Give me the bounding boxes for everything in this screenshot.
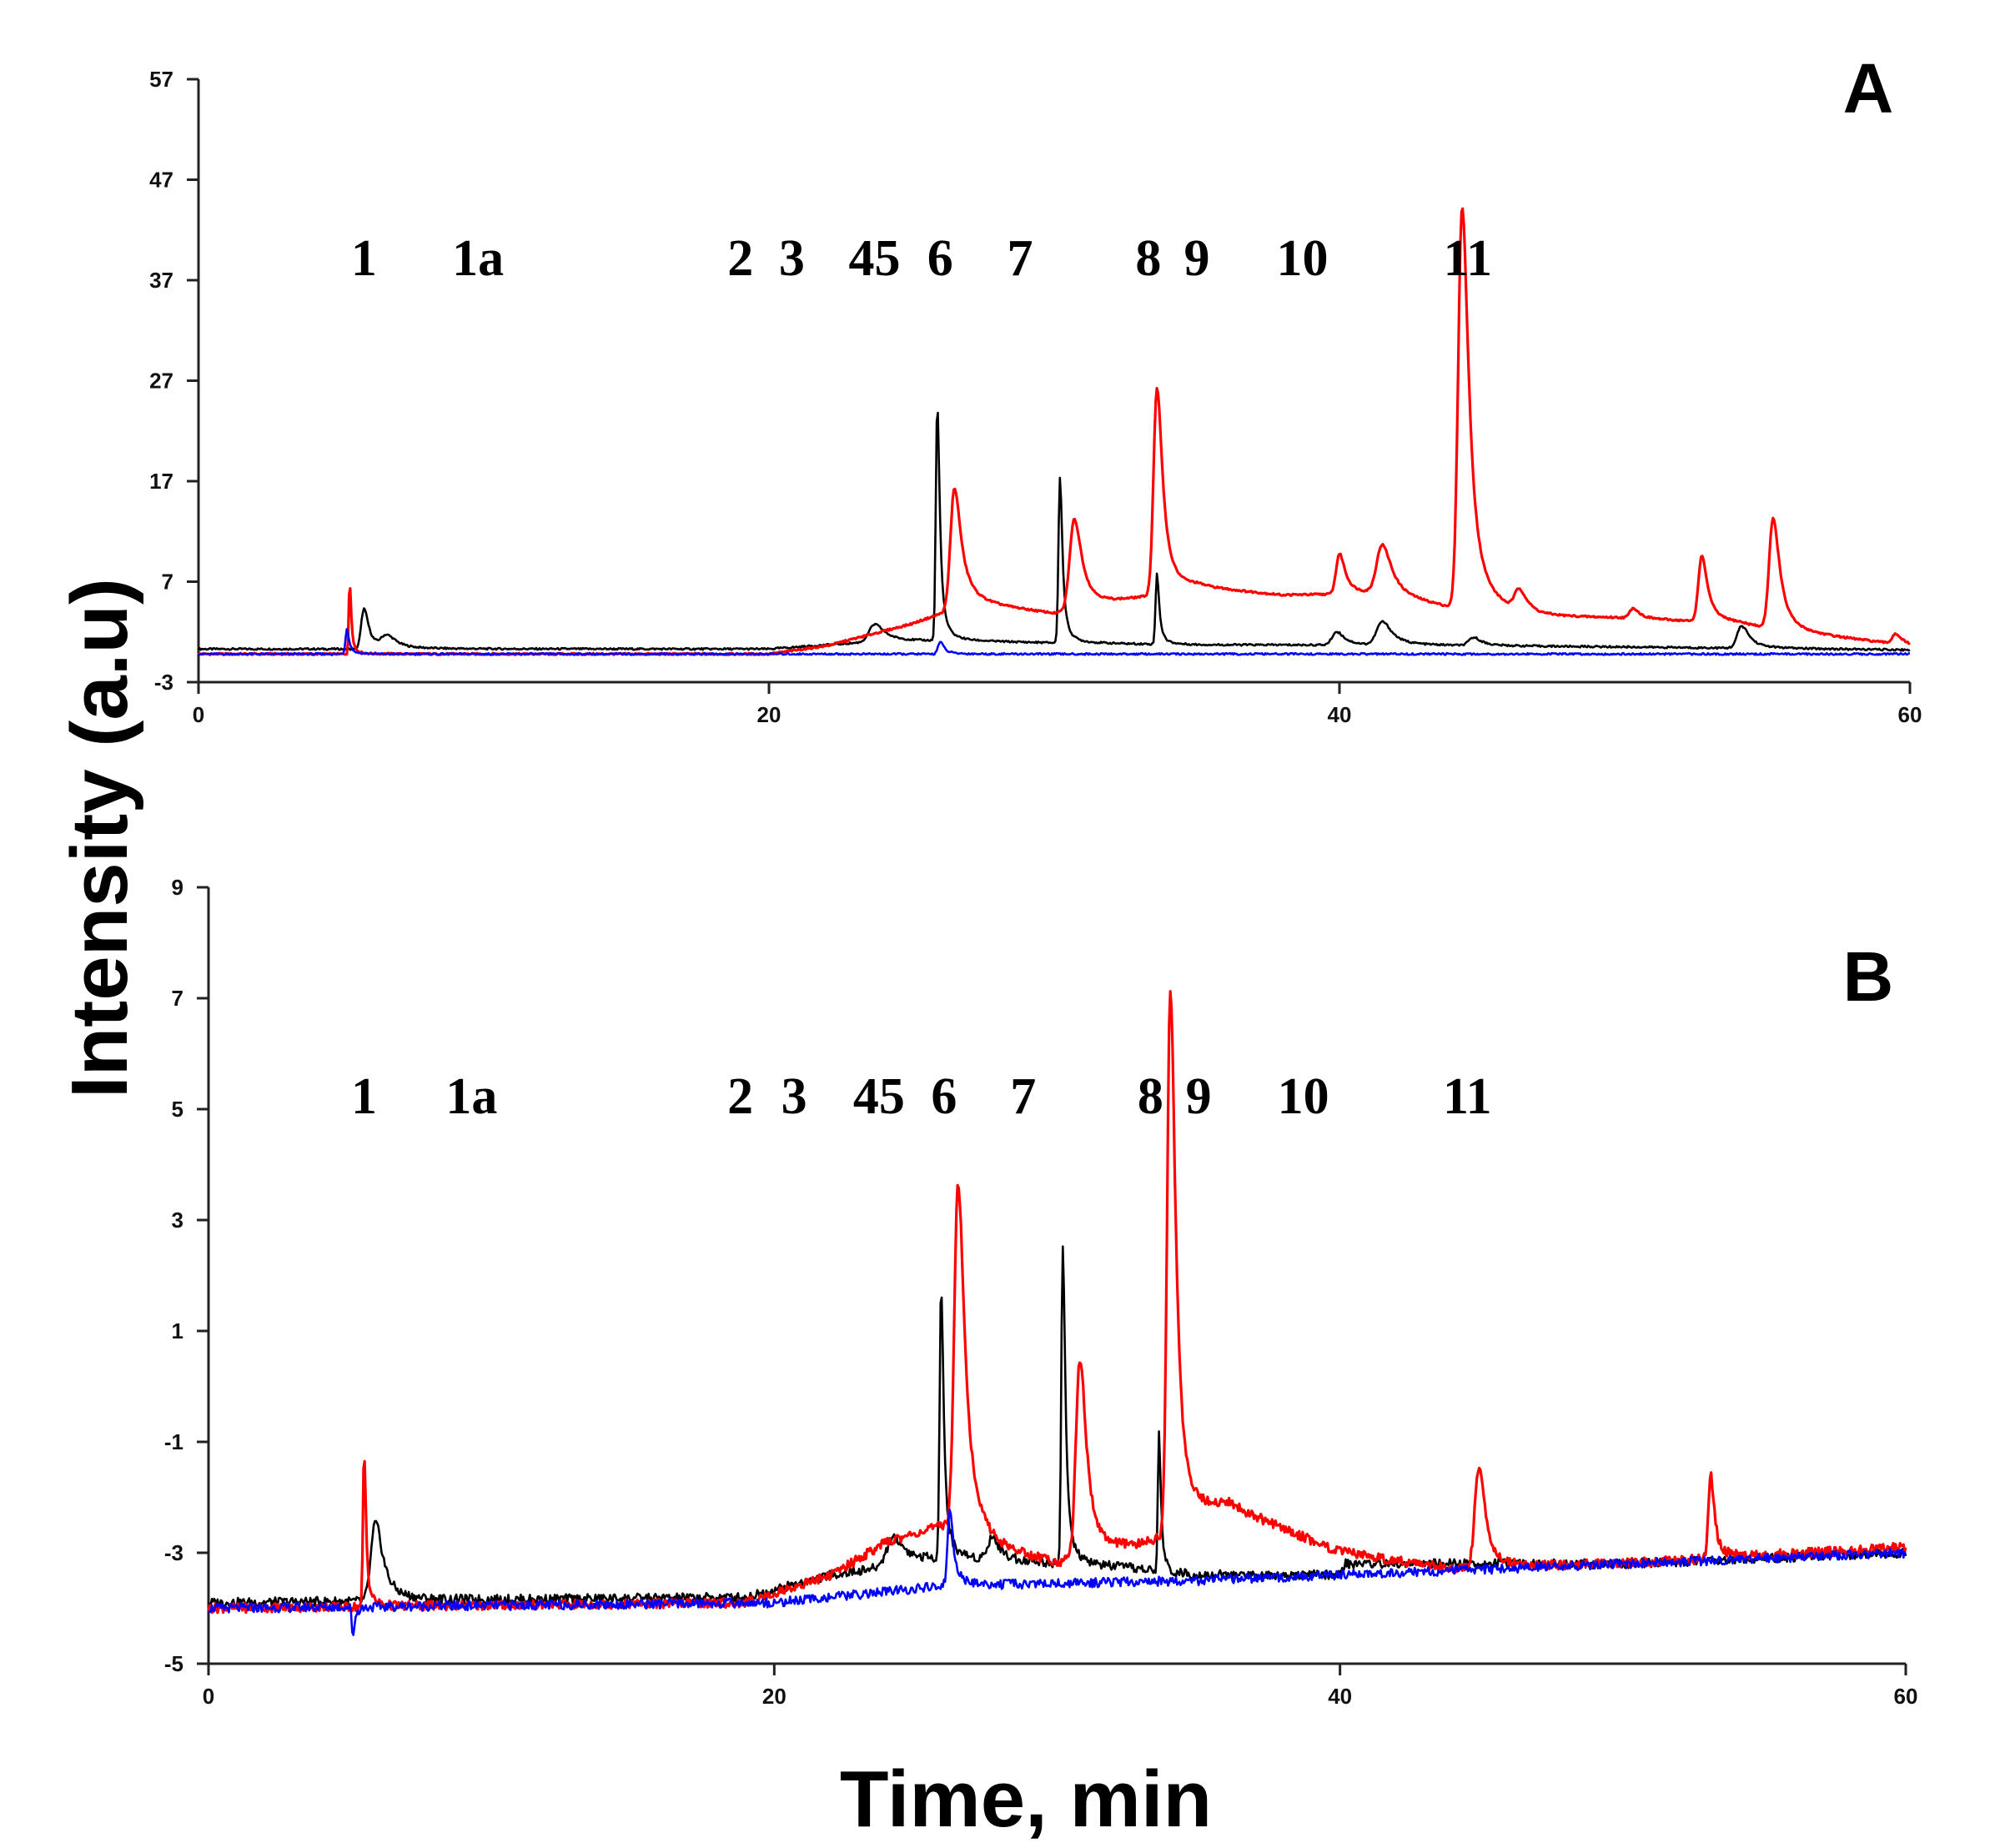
y-axis-title: Intensity (a.u) <box>55 578 144 1098</box>
peak-label: 3 <box>779 230 805 287</box>
panel-a-peak-labels: 1 1a 2 3 45 6 7 8 9 10 11 <box>351 230 1492 287</box>
panel-b-ticks: -5 -3 -1 1 3 5 7 9 0 20 40 60 <box>164 875 1918 1709</box>
panel-a-letter: A <box>1843 49 1894 128</box>
peak-label: 8 <box>1135 230 1161 287</box>
peak-label: 2 <box>727 1068 753 1125</box>
y-tick-label: 7 <box>162 570 173 595</box>
x-axis-title: Time, min <box>840 1755 1212 1844</box>
y-tick-label: -3 <box>164 1540 183 1565</box>
panel-b-letter: B <box>1843 937 1894 1016</box>
panel-b-peak-labels: 1 1a 2 3 45 6 7 8 9 10 11 <box>351 1068 1492 1125</box>
peak-label: 10 <box>1278 1068 1329 1125</box>
peak-label: 11 <box>1444 230 1493 287</box>
y-tick-label: 1 <box>172 1318 183 1343</box>
panel-a-series <box>197 207 1911 656</box>
peak-label: 7 <box>1010 1068 1036 1125</box>
y-tick-label: 17 <box>149 469 173 494</box>
x-tick-label: 20 <box>762 1684 786 1709</box>
peak-label: 45 <box>849 230 901 287</box>
x-tick-label: 60 <box>1898 702 1922 727</box>
y-tick-label: 3 <box>172 1208 183 1233</box>
y-tick-label: 27 <box>149 369 173 394</box>
y-tick-label: 37 <box>149 268 173 293</box>
peak-label: 9 <box>1184 230 1210 287</box>
peak-label: 2 <box>727 230 753 287</box>
y-tick-label: 7 <box>172 986 183 1011</box>
peak-label: 6 <box>927 230 953 287</box>
series-blue-trace <box>198 628 1911 656</box>
x-tick-label: 40 <box>1328 1684 1352 1709</box>
x-tick-label: 60 <box>1894 1684 1918 1709</box>
peak-label: 45 <box>853 1068 905 1125</box>
peak-label: 3 <box>781 1068 807 1125</box>
y-tick-label: 47 <box>149 168 173 193</box>
peak-label: 8 <box>1138 1068 1163 1125</box>
panel-b-series <box>207 990 1907 1636</box>
peak-label: 1a <box>452 230 504 287</box>
y-tick-label: -1 <box>164 1429 183 1454</box>
y-tick-label: -5 <box>164 1651 183 1676</box>
x-tick-label: 0 <box>193 702 204 727</box>
peak-label: 6 <box>931 1068 957 1125</box>
series-blue-trace <box>208 1509 1907 1636</box>
y-tick-label: -3 <box>154 670 173 695</box>
x-tick-label: 0 <box>203 1684 214 1709</box>
y-tick-label: 5 <box>172 1097 183 1122</box>
peak-label: 1 <box>351 1068 377 1125</box>
peak-label: 1 <box>351 230 377 287</box>
peak-label: 10 <box>1277 230 1329 287</box>
series-black-trace <box>197 411 1911 652</box>
y-tick-label: 57 <box>149 67 173 92</box>
x-tick-label: 20 <box>757 702 781 727</box>
x-tick-label: 40 <box>1328 702 1352 727</box>
peak-label: 11 <box>1443 1068 1492 1125</box>
peak-label: 9 <box>1186 1068 1212 1125</box>
peak-label: 7 <box>1007 230 1033 287</box>
peak-label: 1a <box>445 1068 497 1125</box>
y-tick-label: 9 <box>172 875 183 900</box>
